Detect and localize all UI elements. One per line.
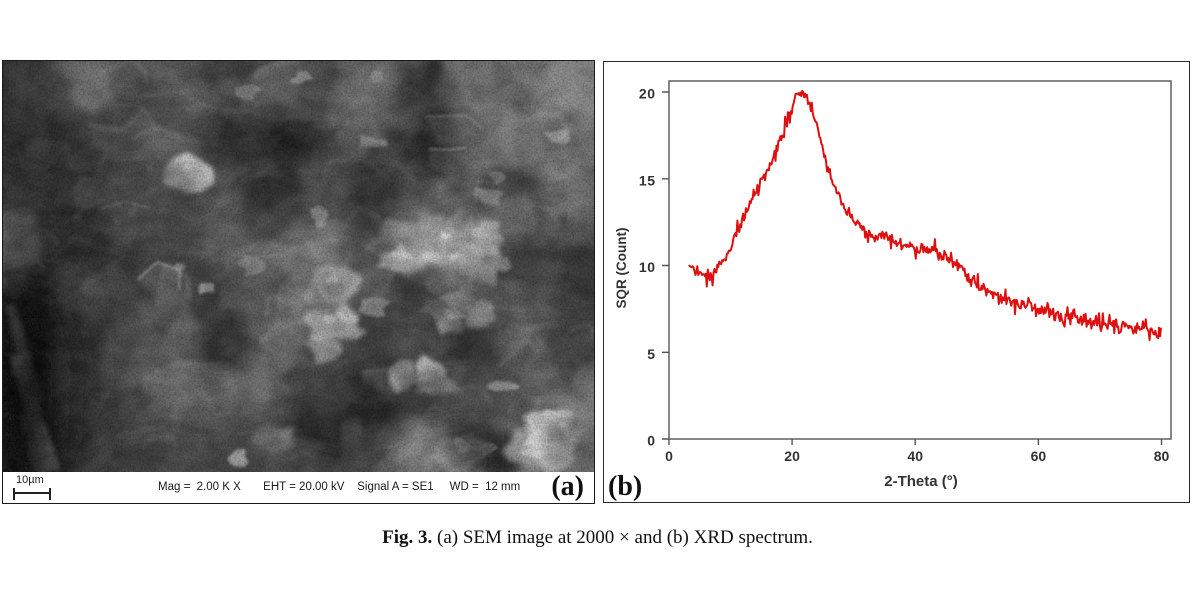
- svg-text:60: 60: [1031, 448, 1047, 464]
- svg-text:40: 40: [907, 448, 923, 464]
- svg-text:20: 20: [784, 448, 800, 464]
- svg-text:10: 10: [639, 259, 656, 275]
- svg-text:20: 20: [639, 86, 656, 102]
- svg-text:15: 15: [639, 172, 656, 188]
- svg-text:2-Theta (°): 2-Theta (°): [884, 473, 958, 490]
- svg-text:0: 0: [665, 448, 673, 464]
- svg-text:SQR (Count): SQR (Count): [614, 228, 629, 309]
- svg-text:80: 80: [1154, 448, 1170, 464]
- svg-text:0: 0: [647, 433, 655, 449]
- svg-text:5: 5: [647, 346, 655, 362]
